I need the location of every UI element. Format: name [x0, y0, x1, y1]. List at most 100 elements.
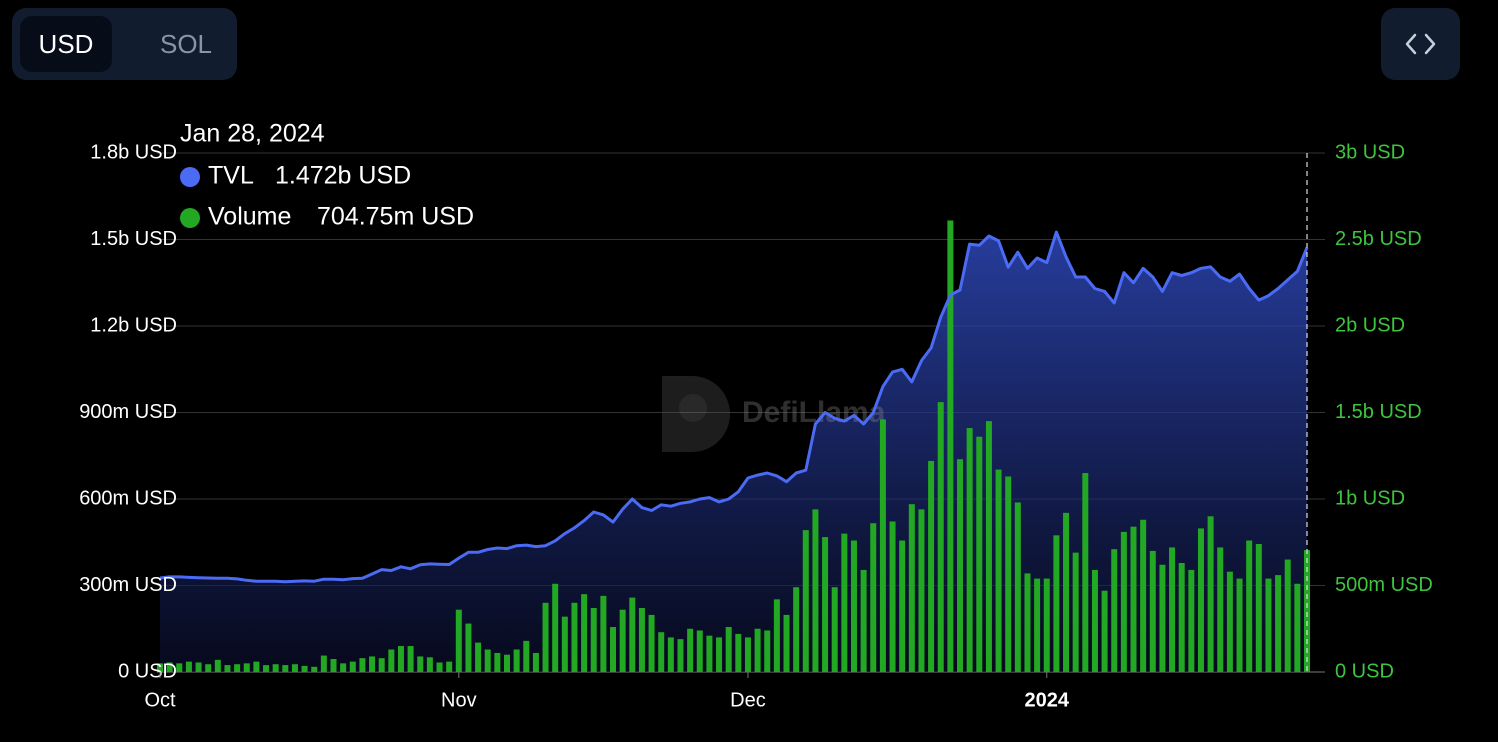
bar — [658, 632, 665, 672]
bar — [889, 521, 896, 672]
tooltip-value: 704.75m USD — [317, 203, 474, 231]
bar — [985, 421, 992, 672]
axes: 0 USD 300m USD 600m USD 900m USD 1.2b USD 1.5… — [79, 141, 1433, 711]
bar — [320, 655, 327, 672]
bar — [1169, 547, 1176, 672]
bar — [263, 665, 270, 672]
y-tick-label: 900m USD — [79, 401, 177, 423]
tooltip-value: 1.472b USD — [275, 162, 411, 190]
bar — [214, 659, 221, 672]
bar — [1188, 569, 1195, 672]
bar — [822, 537, 829, 672]
bar — [629, 597, 636, 672]
bar — [243, 663, 250, 672]
bar — [465, 623, 472, 672]
bar — [1111, 549, 1118, 672]
y2-tick-label: 2.5b USD — [1335, 228, 1422, 250]
bar — [330, 659, 337, 672]
bar — [908, 504, 915, 672]
bar — [754, 628, 761, 672]
bar — [667, 637, 674, 672]
y2-tick-label: 500m USD — [1335, 574, 1433, 596]
bar — [677, 639, 684, 672]
bar — [224, 665, 231, 672]
toggle-button[interactable]: USD — [20, 16, 112, 72]
bar — [870, 523, 877, 672]
bar — [484, 649, 491, 672]
bar — [879, 419, 886, 672]
bar — [802, 530, 809, 672]
bar — [1255, 543, 1262, 672]
bar — [841, 533, 848, 672]
y-tick-label: 1.2b USD — [90, 314, 177, 336]
bar — [1178, 563, 1185, 672]
bar — [744, 637, 751, 672]
bar — [1159, 564, 1166, 672]
bar — [725, 627, 732, 672]
bar — [831, 587, 838, 672]
bar — [157, 663, 163, 672]
bar — [918, 509, 925, 672]
bar — [503, 654, 510, 672]
tooltip-date: Jan 28, 2024 — [180, 120, 325, 148]
x-tick-label: Nov — [441, 689, 477, 711]
bar — [1034, 578, 1041, 672]
bar — [446, 661, 453, 672]
x-tick-label: Dec — [730, 689, 766, 711]
bar — [475, 642, 482, 672]
bar — [1217, 547, 1224, 672]
bar — [687, 628, 694, 672]
bar — [1043, 578, 1050, 672]
bar — [648, 614, 655, 672]
bar — [388, 649, 395, 672]
bar — [1072, 552, 1079, 672]
bar — [928, 460, 935, 672]
bar — [1197, 528, 1204, 672]
bar — [234, 664, 241, 672]
bar — [1275, 575, 1282, 672]
bar — [1294, 583, 1301, 672]
bar — [1284, 559, 1291, 672]
bar — [436, 662, 443, 672]
bar — [532, 652, 539, 672]
bar — [369, 656, 376, 672]
bar — [359, 658, 366, 672]
y-tick-label: 1.8b USD — [90, 141, 177, 163]
bar — [494, 652, 501, 672]
bar — [1120, 531, 1127, 672]
x-tick-label: 2024 — [1025, 689, 1070, 711]
toggle-button[interactable]: SOL — [159, 29, 213, 59]
embed-button[interactable] — [1381, 8, 1460, 80]
y2-tick-label: 1b USD — [1335, 487, 1405, 509]
bar — [706, 635, 713, 672]
bar — [291, 664, 298, 672]
bar — [282, 665, 289, 672]
bar — [812, 509, 819, 672]
bar — [1207, 516, 1214, 672]
bar — [581, 594, 588, 672]
bar — [378, 658, 385, 672]
bar — [185, 661, 192, 672]
bar — [1226, 571, 1233, 672]
tooltip-dot — [180, 208, 200, 228]
bar — [773, 599, 780, 672]
bar — [1101, 590, 1108, 672]
bar — [523, 640, 530, 672]
bar — [542, 602, 549, 672]
bar — [793, 587, 800, 672]
bar — [1246, 540, 1253, 672]
bar — [899, 540, 906, 672]
bar — [1005, 476, 1012, 672]
bar — [301, 665, 308, 672]
bar — [1082, 473, 1089, 672]
y-tick-label: 600m USD — [79, 487, 177, 509]
x-tick-label: Oct — [144, 689, 176, 711]
bar — [205, 664, 212, 672]
bar — [340, 663, 347, 672]
bar — [1236, 578, 1243, 672]
bar — [937, 402, 944, 672]
y2-tick-label: 0 USD — [1335, 660, 1394, 682]
bar — [696, 630, 703, 672]
bar — [976, 436, 983, 672]
